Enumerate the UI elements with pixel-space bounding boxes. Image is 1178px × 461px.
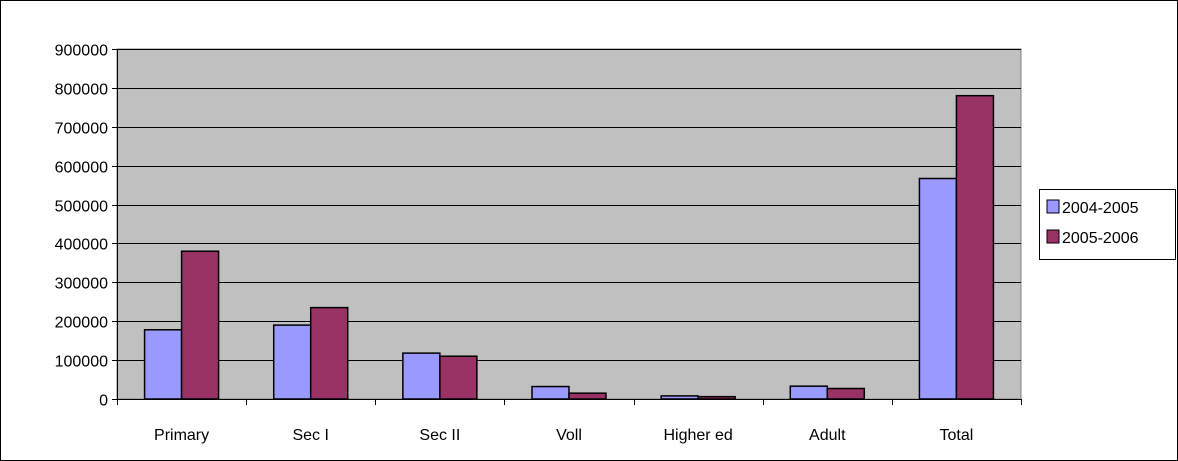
x-tick-label: Total — [940, 427, 974, 444]
bar-2004-2005-sec-ii — [402, 352, 441, 400]
bar-2005-2006-primary — [180, 250, 220, 400]
bar-2004-2005-sec-i — [272, 324, 312, 400]
x-tick-label: Sec II — [419, 427, 460, 444]
gridlines — [117, 49, 1021, 361]
bar-2004-2005-voll — [531, 385, 570, 400]
bar-2005-2006-sec-i — [309, 306, 349, 400]
y-tick-label: 700000 — [55, 121, 108, 138]
bar-2005-2006-sec-ii — [439, 355, 478, 400]
legend-swatch-2004-2005 — [1046, 199, 1060, 214]
legend-label: 2004-2005 — [1062, 200, 1139, 217]
x-tick-label: Sec I — [292, 427, 328, 444]
y-tick-label: 900000 — [55, 43, 108, 60]
y-tick-label: 400000 — [55, 237, 108, 254]
y-tick-label: 300000 — [55, 276, 108, 293]
y-tick-label: 200000 — [55, 315, 108, 332]
bar-2005-2006-higher-ed — [697, 395, 736, 400]
y-tick-label: 600000 — [55, 160, 108, 177]
axes — [117, 49, 1021, 400]
bar-2004-2005-higher-ed — [660, 395, 699, 400]
plot-area — [116, 48, 1022, 400]
x-tick-label: Adult — [809, 427, 846, 444]
plot-background — [116, 48, 1022, 400]
y-tick-label: 0 — [99, 393, 108, 410]
bar-2005-2006-voll — [568, 392, 607, 400]
bar-2005-2006-adult — [826, 387, 866, 400]
x-tick-label: Higher ed — [663, 427, 732, 444]
x-axis-ticks: Primary Sec I Sec II Voll Higher ed Adult Tota… — [117, 399, 1022, 444]
bar-2005-2006-total — [955, 94, 995, 400]
y-tick-label: 800000 — [55, 82, 108, 99]
bar-2004-2005-primary — [143, 329, 183, 400]
y-tick-label: 500000 — [55, 199, 108, 216]
x-tick-label: Primary — [154, 427, 209, 444]
y-axis-ticks: 0 100000 200000 300000 400000 500000 600000 700… — [55, 43, 117, 410]
y-tick-label: 100000 — [55, 354, 108, 371]
legend-swatch-2005-2006 — [1046, 229, 1060, 244]
bar-2004-2005-total — [918, 177, 958, 400]
x-tick-label: Voll — [556, 427, 582, 444]
bars — [143, 94, 995, 400]
bar-2004-2005-adult — [789, 385, 829, 400]
legend-box — [1039, 189, 1176, 260]
legend: 2004-2005 2005-2006 — [1039, 189, 1176, 260]
legend-label: 2005-2006 — [1062, 230, 1139, 247]
